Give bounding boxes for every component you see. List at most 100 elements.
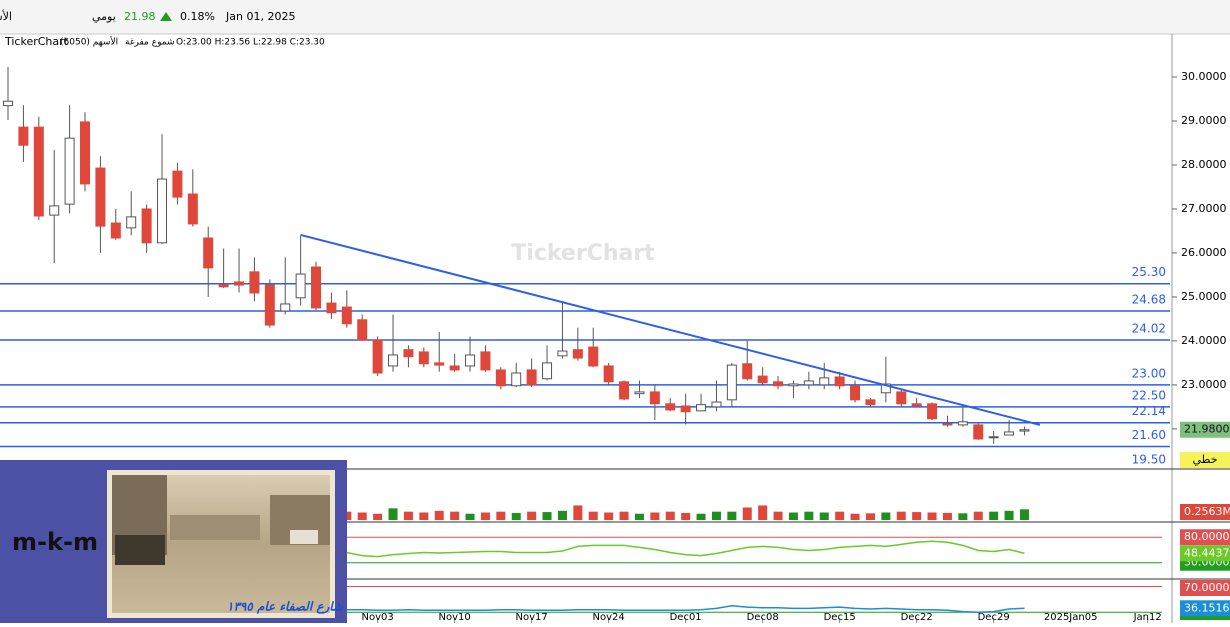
volume-bar bbox=[588, 511, 598, 520]
candle-body bbox=[357, 319, 368, 341]
volume-bar bbox=[511, 512, 521, 520]
symbol: الأسهم (6050) bbox=[0, 9, 12, 23]
volume-bar bbox=[711, 511, 721, 520]
volume-bar bbox=[1004, 510, 1014, 520]
indicator-line bbox=[346, 540, 1025, 558]
candle-body bbox=[788, 383, 799, 387]
candle-body bbox=[126, 216, 137, 229]
candle-body bbox=[249, 271, 260, 294]
candle-body bbox=[372, 339, 383, 374]
candle-body bbox=[557, 350, 568, 357]
volume-bar bbox=[958, 513, 968, 520]
volume-bar bbox=[1019, 509, 1029, 520]
header-bar bbox=[0, 0, 1230, 34]
level-label: 24.02 bbox=[1132, 322, 1166, 336]
x-tick-label: Dec01 bbox=[670, 612, 702, 623]
volume-bar bbox=[942, 512, 952, 520]
candle-body bbox=[665, 403, 676, 411]
candle-body bbox=[187, 193, 198, 225]
volume-bar bbox=[450, 511, 460, 520]
volume-bar bbox=[619, 511, 629, 520]
candle-body bbox=[850, 385, 861, 401]
legend-style: شموع مفرغة bbox=[125, 38, 175, 48]
candle-body bbox=[526, 369, 537, 386]
y-tick-label: 23.0000 bbox=[1181, 378, 1227, 391]
candle-body bbox=[865, 399, 876, 406]
date: Jan 01, 2025 bbox=[225, 10, 295, 23]
candle-body bbox=[18, 126, 29, 146]
value-box bbox=[1180, 504, 1230, 520]
volume-bar bbox=[496, 511, 506, 520]
volume-bar bbox=[542, 512, 552, 520]
value-box-label: 21.9800 bbox=[1184, 423, 1230, 436]
photo-car bbox=[115, 535, 165, 565]
candle-body bbox=[1019, 429, 1030, 432]
candle-body bbox=[203, 237, 214, 269]
candle-body bbox=[680, 405, 691, 413]
photo-caption: شارع الصفاء عام ١٣٩٥ bbox=[227, 600, 344, 615]
price: 21.98 bbox=[124, 10, 156, 23]
candle-body bbox=[480, 351, 491, 371]
level-label: 22.14 bbox=[1132, 404, 1166, 418]
candle-body bbox=[33, 126, 44, 217]
y-tick-label: 29.0000 bbox=[1181, 114, 1227, 127]
candle-body bbox=[619, 381, 630, 400]
y-tick-label: 27.0000 bbox=[1181, 202, 1227, 215]
value-box bbox=[1180, 421, 1230, 438]
candle-body bbox=[927, 403, 938, 420]
candle-body bbox=[264, 284, 275, 326]
candle-body bbox=[757, 375, 768, 384]
x-tick-label: Nov10 bbox=[439, 612, 471, 623]
candle-body bbox=[465, 354, 476, 367]
candle-body bbox=[418, 351, 429, 365]
value-box-label: 70.0000 bbox=[1184, 581, 1230, 594]
x-tick-label: 2025Jan05 bbox=[1044, 612, 1098, 623]
volume-bar bbox=[742, 507, 752, 520]
candle-body bbox=[80, 121, 91, 185]
volume-bar bbox=[665, 511, 675, 520]
volume-bar bbox=[419, 512, 429, 520]
x-tick-label: Nov24 bbox=[593, 612, 625, 623]
volume-bar bbox=[480, 512, 490, 520]
value-box-label: 48.4437 bbox=[1184, 546, 1230, 559]
volume-bar bbox=[465, 513, 475, 520]
candle-body bbox=[942, 423, 953, 426]
volume-bar bbox=[604, 512, 614, 520]
volume-bar bbox=[973, 511, 983, 520]
plot-area: Nov03 Nov10 Nov17 Nov24 Dec01 Dec08 Dec15 Dec22… bbox=[0, 66, 1230, 623]
watermark: TickerChart bbox=[511, 241, 655, 266]
candle-body bbox=[218, 284, 229, 288]
level-label: 25.30 bbox=[1132, 265, 1166, 279]
candle-body bbox=[896, 391, 907, 405]
x-tick-label: Nov17 bbox=[516, 612, 548, 623]
candle-body bbox=[834, 376, 845, 387]
candle-body bbox=[326, 302, 337, 314]
candle-body bbox=[495, 369, 506, 387]
value-box-label: 36.1516 bbox=[1184, 601, 1230, 614]
candle-body bbox=[49, 205, 60, 216]
level-label: 24.68 bbox=[1132, 292, 1166, 306]
candle-body bbox=[157, 178, 168, 244]
overlay-title: m-k-m bbox=[12, 528, 98, 556]
volume-bar bbox=[804, 511, 814, 520]
volume-bar bbox=[819, 512, 829, 520]
volume-bar bbox=[773, 511, 783, 520]
up-arrow bbox=[160, 12, 172, 21]
candle-body bbox=[172, 170, 183, 198]
value-box bbox=[1180, 545, 1230, 562]
candle-body bbox=[542, 362, 553, 380]
volume-bar bbox=[896, 511, 906, 520]
candle-body bbox=[234, 281, 245, 286]
candle-body bbox=[957, 421, 968, 426]
candle-body bbox=[819, 377, 830, 386]
x-tick-label: Nov03 bbox=[362, 612, 394, 623]
level-label: 22.50 bbox=[1132, 388, 1166, 402]
style-box bbox=[1180, 452, 1230, 468]
volume-bar bbox=[388, 508, 398, 520]
y-tick-label: 26.0000 bbox=[1181, 246, 1227, 259]
volume-bar bbox=[865, 513, 875, 520]
volume-bar bbox=[727, 511, 737, 520]
volume-bar bbox=[696, 513, 706, 520]
